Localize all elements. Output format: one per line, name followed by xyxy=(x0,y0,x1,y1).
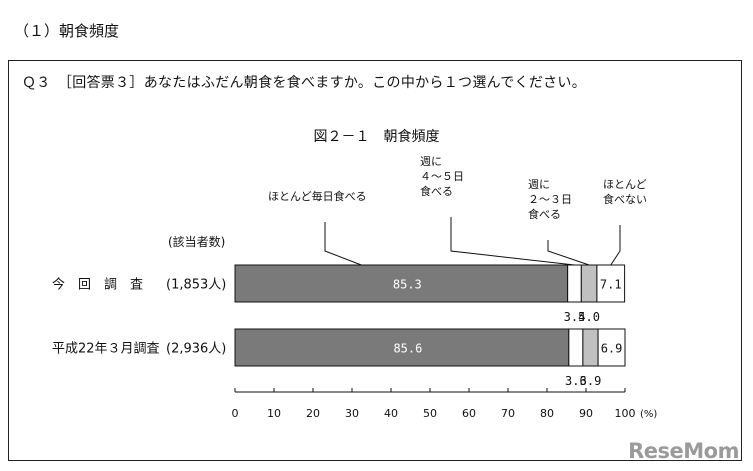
figure-title: 図２－１ 朝食頻度 xyxy=(313,129,440,145)
bar-segment-4 xyxy=(597,328,626,367)
count-header: (該当者数) xyxy=(168,234,225,249)
x-tick-label: 90 xyxy=(579,407,593,420)
data-label: 7.1 xyxy=(600,278,622,292)
segment-legend-label: 食べる xyxy=(528,207,561,221)
x-tick-label: 0 xyxy=(232,407,239,420)
segment-legend-label: ４～５日 xyxy=(420,170,464,183)
segment-legend-label: ほとんど毎日食べる xyxy=(268,189,367,203)
row-label: 平成22年３月調査 xyxy=(52,342,160,357)
question-text: Ｑ３ ［回答票３］あなたはふだん朝食を食べますか。この中から１つ選んでください。 xyxy=(22,75,587,91)
bar-segment-1 xyxy=(234,264,569,303)
x-tick-label: 40 xyxy=(384,407,398,420)
bar-segment-1 xyxy=(234,328,570,367)
segment-legend-label: 週に xyxy=(528,178,550,191)
leader-line xyxy=(610,225,621,266)
leader-line xyxy=(547,240,590,266)
bar-segment-2 xyxy=(567,264,582,303)
row-label: 今 回 調 査 xyxy=(52,277,143,293)
leader-line xyxy=(324,222,362,266)
x-tick-label: 60 xyxy=(462,407,476,420)
row-count: (1,853人) xyxy=(166,278,226,293)
segment-legend-label: 週に xyxy=(420,155,442,168)
data-label: 4.0 xyxy=(578,310,600,324)
x-tick-label: 70 xyxy=(501,407,515,420)
data-label: 85.6 xyxy=(393,342,422,356)
x-tick-label: 20 xyxy=(306,407,320,420)
x-tick-label: 50 xyxy=(423,407,437,420)
bar-segment-3 xyxy=(580,264,598,303)
segment-legend-label: ほとんど xyxy=(603,178,647,191)
bar-segment-4 xyxy=(596,264,626,303)
data-label: 6.9 xyxy=(601,342,623,356)
resemom-logo: ReseMom xyxy=(628,439,739,463)
segment-legend-label: 食べない xyxy=(603,192,647,206)
x-unit-label: (%) xyxy=(640,409,657,420)
bar-segment-3 xyxy=(582,328,599,367)
question-box xyxy=(8,60,742,461)
data-label: 3.9 xyxy=(580,374,602,388)
x-tick-label: 10 xyxy=(267,407,281,420)
data-label: 3.6 xyxy=(565,374,587,388)
row-count: (2,936人) xyxy=(166,342,226,357)
x-tick-label: 80 xyxy=(540,407,554,420)
x-tick-label: 30 xyxy=(345,407,359,420)
segment-legend-label: ２～３日 xyxy=(528,193,572,206)
x-tick-label: 100 xyxy=(615,407,636,420)
segment-legend-label: 食べる xyxy=(420,184,453,198)
data-label: 85.3 xyxy=(393,278,422,292)
section-title: （１）朝食頻度 xyxy=(14,22,120,40)
data-label: 3.5 xyxy=(564,310,586,324)
bar-segment-2 xyxy=(568,328,584,367)
leader-line xyxy=(450,217,575,266)
